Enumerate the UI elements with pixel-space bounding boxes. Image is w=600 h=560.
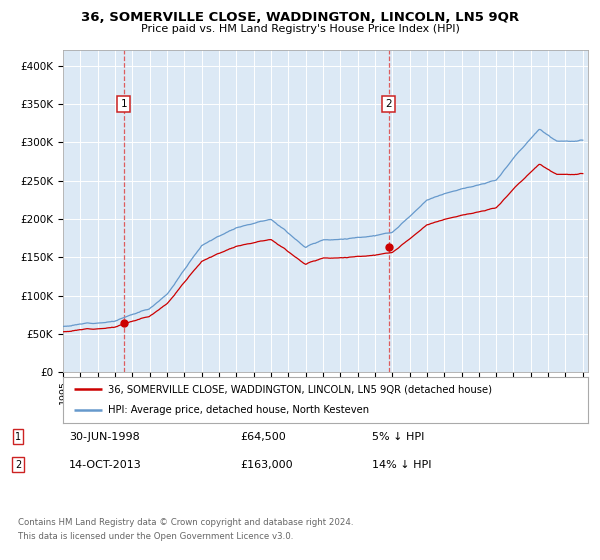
Text: 14-OCT-2013: 14-OCT-2013	[69, 460, 142, 470]
Text: 36, SOMERVILLE CLOSE, WADDINGTON, LINCOLN, LN5 9QR (detached house): 36, SOMERVILLE CLOSE, WADDINGTON, LINCOL…	[107, 384, 491, 394]
Text: 5% ↓ HPI: 5% ↓ HPI	[372, 432, 424, 442]
Text: This data is licensed under the Open Government Licence v3.0.: This data is licensed under the Open Gov…	[18, 532, 293, 541]
Text: 36, SOMERVILLE CLOSE, WADDINGTON, LINCOLN, LN5 9QR: 36, SOMERVILLE CLOSE, WADDINGTON, LINCOL…	[81, 11, 519, 24]
Text: 2: 2	[385, 99, 392, 109]
Text: £163,000: £163,000	[240, 460, 293, 470]
Text: 30-JUN-1998: 30-JUN-1998	[69, 432, 140, 442]
Text: HPI: Average price, detached house, North Kesteven: HPI: Average price, detached house, Nort…	[107, 405, 369, 416]
Text: Price paid vs. HM Land Registry's House Price Index (HPI): Price paid vs. HM Land Registry's House …	[140, 24, 460, 34]
Text: 2: 2	[15, 460, 21, 470]
Text: 1: 1	[121, 99, 127, 109]
Text: £64,500: £64,500	[240, 432, 286, 442]
Text: Contains HM Land Registry data © Crown copyright and database right 2024.: Contains HM Land Registry data © Crown c…	[18, 518, 353, 527]
Text: 1: 1	[15, 432, 21, 442]
Text: 14% ↓ HPI: 14% ↓ HPI	[372, 460, 431, 470]
